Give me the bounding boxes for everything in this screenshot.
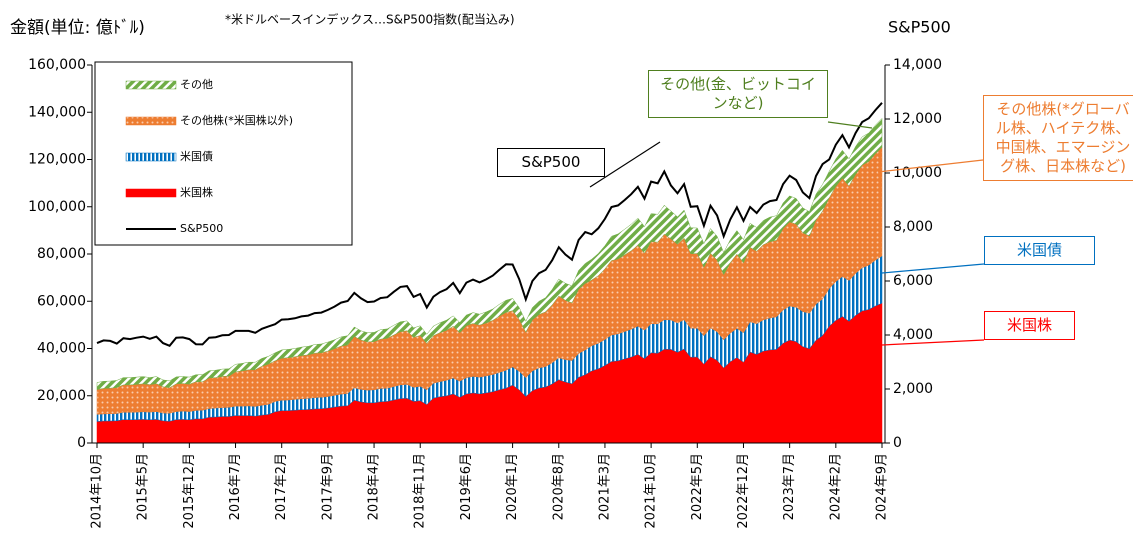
x-tick-label: 2023年7月 <box>782 453 797 520</box>
x-tick-label: 2020年1月 <box>505 453 520 520</box>
y2-tick-label: 8,000 <box>893 219 933 235</box>
x-tick-label: 2016年7月 <box>228 453 243 520</box>
y2-tick-label: 14,000 <box>893 57 942 73</box>
note: *米ドルベースインデックス…S&P500指数(配当込み) <box>225 12 515 27</box>
y2-tick-label: 6,000 <box>893 273 933 289</box>
y2-tick-label: 2,000 <box>893 381 933 397</box>
annotation: その他株(*グローバル株、ハイテク株、中国株、エマージング株、日本株など) <box>983 95 1133 181</box>
legend-swatch <box>125 80 177 90</box>
x-tick-label: 2015年5月 <box>136 453 151 520</box>
line <box>96 102 883 348</box>
legend-label: その他株(*米国株以外) <box>180 113 293 127</box>
x-tick-label: 2021年10月 <box>644 453 659 529</box>
y-tick-label: 40,000 <box>37 341 86 357</box>
x-tick-label: 2024年2月 <box>828 453 843 520</box>
x-tick-label: 2020年8月 <box>551 453 566 520</box>
x-tick-label: 2014年10月 <box>90 453 105 529</box>
y-tick-label: 140,000 <box>28 104 86 120</box>
x-tick-label: 2018年11月 <box>413 453 428 529</box>
annotation: S&P500 <box>497 148 605 177</box>
y-tick-label: 0 <box>77 435 86 451</box>
y2-tick-label: 4,000 <box>893 327 933 343</box>
x-tick-label: 2022年5月 <box>690 453 705 520</box>
y2-tick-label: 0 <box>893 435 902 451</box>
callout-pointer <box>881 263 985 274</box>
annotation: 米国株 <box>984 311 1075 340</box>
y2-tick-label: 12,000 <box>893 111 942 127</box>
x-tick-label: 2015年12月 <box>182 453 197 529</box>
y-tick-label: 20,000 <box>37 388 86 404</box>
x-tick-label: 2022年12月 <box>736 453 751 529</box>
legend-swatch <box>125 116 177 126</box>
chart-title: 金額(単位: 億ﾄﾞﾙ) <box>10 18 145 38</box>
x-tick-label: 2018年4月 <box>367 453 382 520</box>
legend-swatch <box>125 188 177 198</box>
area <box>96 117 883 390</box>
y-tick-label: 80,000 <box>37 246 86 262</box>
legend-label: 米国債 <box>180 149 213 163</box>
y2-axis-title: S&P500 <box>888 18 951 37</box>
plot <box>96 102 883 444</box>
callout-pointer <box>877 159 984 173</box>
x-tick-label: 2017年9月 <box>320 453 335 520</box>
x-tick-label: 2017年2月 <box>274 453 289 520</box>
y-tick-label: 160,000 <box>28 57 86 73</box>
annotation: その他(金、ビットコインなど) <box>648 70 828 118</box>
annotation: 米国債 <box>984 236 1095 265</box>
x-tick-label: 2024年9月 <box>875 453 890 520</box>
callout-pointer <box>827 121 873 129</box>
y-tick-label: 60,000 <box>37 293 86 309</box>
legend-label: 米国株 <box>180 185 213 199</box>
callout-pointer <box>881 339 985 346</box>
legend-label: S&P500 <box>180 222 223 235</box>
y-tick-label: 120,000 <box>28 152 86 168</box>
legend-swatch <box>125 152 177 162</box>
legend-label: その他 <box>180 78 213 91</box>
x-tick-label: 2019年6月 <box>459 453 474 520</box>
y-tick-label: 100,000 <box>28 199 86 215</box>
x-tick-label: 2021年3月 <box>597 453 612 520</box>
callout-pointer <box>589 141 661 188</box>
